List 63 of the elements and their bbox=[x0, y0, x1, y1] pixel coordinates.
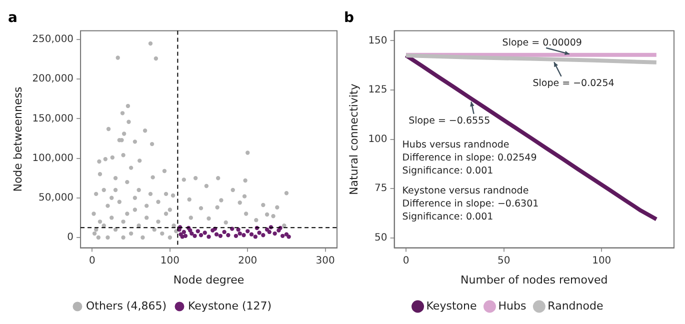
point bbox=[238, 231, 242, 236]
y-tick-label: 50,000 bbox=[38, 192, 74, 204]
annotation: Slope = 0.00009 bbox=[502, 37, 582, 48]
y-tick-label: 125 bbox=[368, 84, 388, 96]
point bbox=[236, 227, 240, 232]
point bbox=[214, 232, 219, 236]
chart-title: b bbox=[344, 10, 354, 26]
point bbox=[234, 234, 238, 238]
point bbox=[257, 230, 262, 235]
y-tick-label: 0 bbox=[67, 232, 74, 244]
point bbox=[284, 232, 289, 236]
point bbox=[180, 234, 184, 239]
annotation: Slope = −0.0254 bbox=[532, 78, 614, 89]
point bbox=[286, 234, 291, 239]
y-tick-label: 250,000 bbox=[32, 34, 74, 46]
legend-label: Keystone (127) bbox=[188, 299, 272, 312]
point bbox=[222, 230, 226, 234]
x-tick-label: 100 bbox=[592, 255, 612, 266]
x-tick-label: 100 bbox=[160, 255, 180, 266]
legend-label: Randnode bbox=[548, 299, 604, 312]
legend-label: Keystone bbox=[426, 299, 477, 312]
point bbox=[196, 229, 200, 234]
chart-title: a bbox=[8, 10, 18, 26]
x-tick-label: 0 bbox=[89, 255, 96, 266]
point bbox=[192, 234, 197, 238]
point bbox=[267, 230, 272, 234]
y-axis-title: Node betweenness bbox=[11, 86, 24, 192]
point bbox=[190, 231, 194, 236]
point bbox=[206, 234, 211, 239]
point bbox=[261, 233, 266, 238]
annotation: Slope = −0.6555 bbox=[408, 115, 490, 126]
y-tick-label: 100 bbox=[368, 134, 388, 145]
point bbox=[226, 233, 230, 238]
point bbox=[249, 232, 254, 236]
annotation: Keystone versus randnode Difference in slope: −0.6301 Significance: 0.001 bbox=[402, 186, 539, 223]
y-axis-title: Natural connectivity bbox=[347, 83, 360, 195]
y-tick-label: 150 bbox=[368, 35, 388, 46]
x-axis-title: Node degree bbox=[173, 273, 244, 286]
legend-label: Others (4,865) bbox=[86, 299, 167, 312]
y-tick-label: 75 bbox=[374, 183, 388, 194]
point bbox=[242, 233, 246, 238]
x-axis-title: Number of nodes removed bbox=[460, 273, 608, 286]
point bbox=[246, 229, 250, 234]
point bbox=[188, 228, 192, 232]
y-tick-label: 100,000 bbox=[32, 152, 74, 164]
x-tick-label: 300 bbox=[316, 255, 335, 266]
point bbox=[253, 234, 258, 239]
x-tick-label: 50 bbox=[497, 255, 510, 266]
y-tick-label: 50 bbox=[374, 232, 388, 244]
y-tick-label: 200,000 bbox=[32, 74, 74, 85]
annotation: Hubs versus randnode Difference in slope: 0.02549 Significance: 0.001 bbox=[402, 140, 537, 177]
x-tick-label: 200 bbox=[238, 255, 258, 266]
point bbox=[183, 234, 188, 238]
point bbox=[272, 231, 277, 236]
legend-label: Hubs bbox=[498, 299, 526, 312]
point bbox=[198, 233, 204, 238]
point bbox=[280, 234, 285, 238]
y-tick-label: 150,000 bbox=[32, 113, 74, 124]
point bbox=[230, 226, 234, 231]
point bbox=[182, 230, 186, 234]
point bbox=[202, 230, 207, 235]
point bbox=[218, 234, 223, 238]
x-tick-label: 0 bbox=[402, 255, 410, 266]
